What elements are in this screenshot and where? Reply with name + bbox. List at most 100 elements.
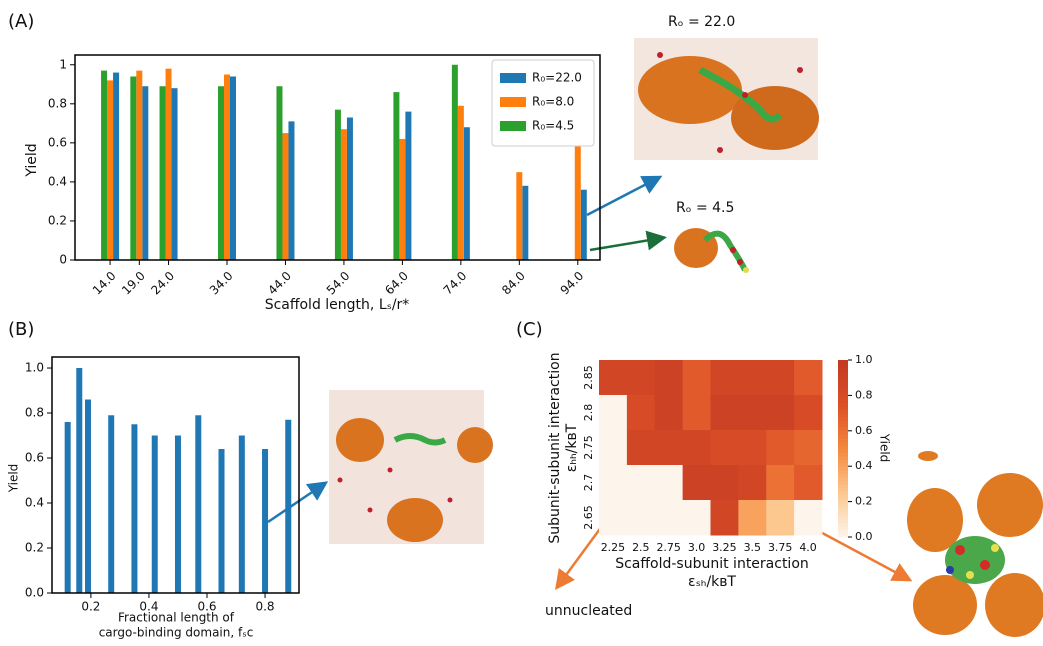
y-tick-label: 2.65 (582, 505, 595, 530)
colorbar-segment (838, 445, 848, 449)
y-tick-label: 0.4 (25, 496, 44, 510)
bar (262, 449, 268, 593)
x-axis-label: εₛₕ/kʙT (688, 574, 736, 590)
figure: (A) (B) (C) Scaffold length, Lₛ/r* Yield… (0, 0, 1043, 646)
heatmap-cell (599, 465, 627, 501)
heatmap-cell (794, 360, 822, 396)
heatmap-cell (627, 465, 655, 501)
bar (516, 172, 522, 260)
bar (452, 65, 458, 260)
heatmap-cell (599, 360, 627, 396)
colorbar-segment (838, 424, 848, 428)
heatmap-cell (738, 500, 766, 536)
x-tick-label: 54.0 (324, 269, 353, 298)
x-tick-label: 3.5 (744, 541, 762, 554)
x-tick-label: 84.0 (499, 269, 528, 298)
bar (224, 75, 230, 260)
panel-label: (B) (8, 319, 34, 340)
annotation: Rₒ = 22.0 (668, 14, 735, 30)
colorbar-segment (838, 449, 848, 453)
heatmap-cell (766, 360, 794, 396)
annotation: Rₒ = 4.5 (676, 200, 734, 216)
heatmap-cell (711, 395, 739, 431)
colorbar-segment (838, 374, 848, 378)
y-tick-label: 0.8 (25, 406, 44, 420)
bar (335, 110, 341, 260)
bar (276, 86, 282, 260)
heatmap-cell (766, 430, 794, 466)
heatmap-cell (794, 465, 822, 501)
y-tick-label: 0.4 (48, 174, 67, 188)
colorbar-segment (838, 502, 848, 506)
colorbar-segment (838, 516, 848, 520)
bar (285, 420, 291, 593)
colorbar-segment (838, 360, 848, 364)
y-tick-label: 1.0 (25, 361, 44, 375)
colorbar-segment (838, 417, 848, 421)
colorbar-segment (838, 364, 848, 368)
bar (136, 71, 142, 260)
x-tick-label: 24.0 (148, 269, 177, 298)
colorbar-segment (838, 388, 848, 392)
heatmap-cell (766, 395, 794, 431)
heatmap-cell (738, 395, 766, 431)
colorbar-segment (838, 505, 848, 509)
heatmap-cell (655, 465, 683, 501)
colorbar-segment (838, 498, 848, 502)
heatmap-cell (599, 430, 627, 466)
x-tick-label: 64.0 (382, 269, 411, 298)
bar (405, 112, 411, 260)
colorbar-segment (838, 456, 848, 460)
heatmap-cell (738, 430, 766, 466)
bar (107, 80, 113, 260)
bar (581, 190, 587, 260)
colorbar-segment (838, 431, 848, 435)
bar (85, 400, 91, 593)
x-tick-label: 74.0 (441, 269, 470, 298)
y-tick-label: 2.8 (582, 404, 595, 422)
annotation: unnucleated (545, 603, 632, 619)
colorbar-segment (838, 427, 848, 431)
panel-label: (A) (8, 11, 34, 32)
y-axis-label: Subunit-subunit interaction (547, 352, 563, 543)
bar (458, 106, 464, 260)
bar (399, 139, 405, 260)
bar (575, 145, 581, 260)
colorbar-segment (838, 477, 848, 481)
x-tick-label: 14.0 (90, 269, 119, 298)
bar (230, 76, 236, 260)
heatmap-cell (794, 395, 822, 431)
bar (341, 129, 347, 260)
colorbar-segment (838, 434, 848, 438)
colorbar-segment (838, 484, 848, 488)
y-tick-label: 1 (59, 57, 67, 71)
colorbar-segment (838, 466, 848, 470)
bar (166, 69, 172, 260)
panel-label: (C) (516, 319, 543, 340)
heatmap-cell (683, 395, 711, 431)
y-axis-label: Yield (24, 143, 40, 177)
x-tick-label: 94.0 (558, 269, 587, 298)
colorbar-segment (838, 402, 848, 406)
colorbar-segment (838, 371, 848, 375)
x-axis-label: Scaffold length, Lₛ/r* (265, 297, 410, 313)
x-tick-label: 3.25 (712, 541, 737, 554)
x-axis-label: Fractional length of (118, 611, 235, 625)
heatmap-cell (766, 465, 794, 501)
x-tick-label: 34.0 (207, 269, 236, 298)
y-tick-label: 0.6 (25, 451, 44, 465)
colorbar-segment (838, 459, 848, 463)
colorbar-segment (838, 410, 848, 414)
y-axis-label: εₕₕ/kʙT (564, 423, 580, 472)
colorbar-segment (838, 406, 848, 410)
heatmap-cell (627, 500, 655, 536)
colorbar-segment (838, 385, 848, 389)
x-tick-label: 2.75 (656, 541, 681, 554)
bar (76, 368, 82, 593)
colorbar-tick-label: 0.8 (855, 388, 873, 401)
y-tick-label: 0.0 (25, 586, 44, 600)
bar (108, 415, 114, 593)
heatmap-cell (711, 360, 739, 396)
snapshot-image (674, 228, 749, 273)
y-tick-label: 0.6 (48, 135, 67, 149)
